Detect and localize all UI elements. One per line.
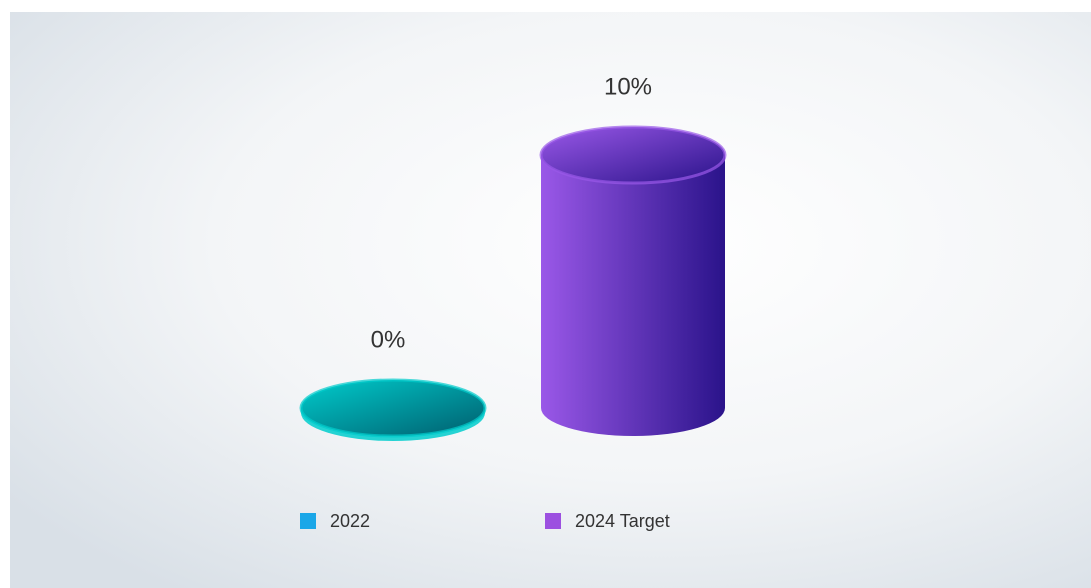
cylinder-body (541, 155, 725, 436)
legend-swatch (300, 513, 316, 529)
cylinder (539, 125, 727, 436)
cylinder (299, 378, 487, 441)
data-label: 10% (604, 73, 652, 100)
data-label: 0% (371, 326, 406, 353)
legend-label: 2022 (330, 511, 370, 531)
legend-swatch (545, 513, 561, 529)
cylinder-top (539, 125, 727, 185)
legend-label: 2024 Target (575, 511, 670, 531)
cylinder-top (299, 378, 487, 438)
